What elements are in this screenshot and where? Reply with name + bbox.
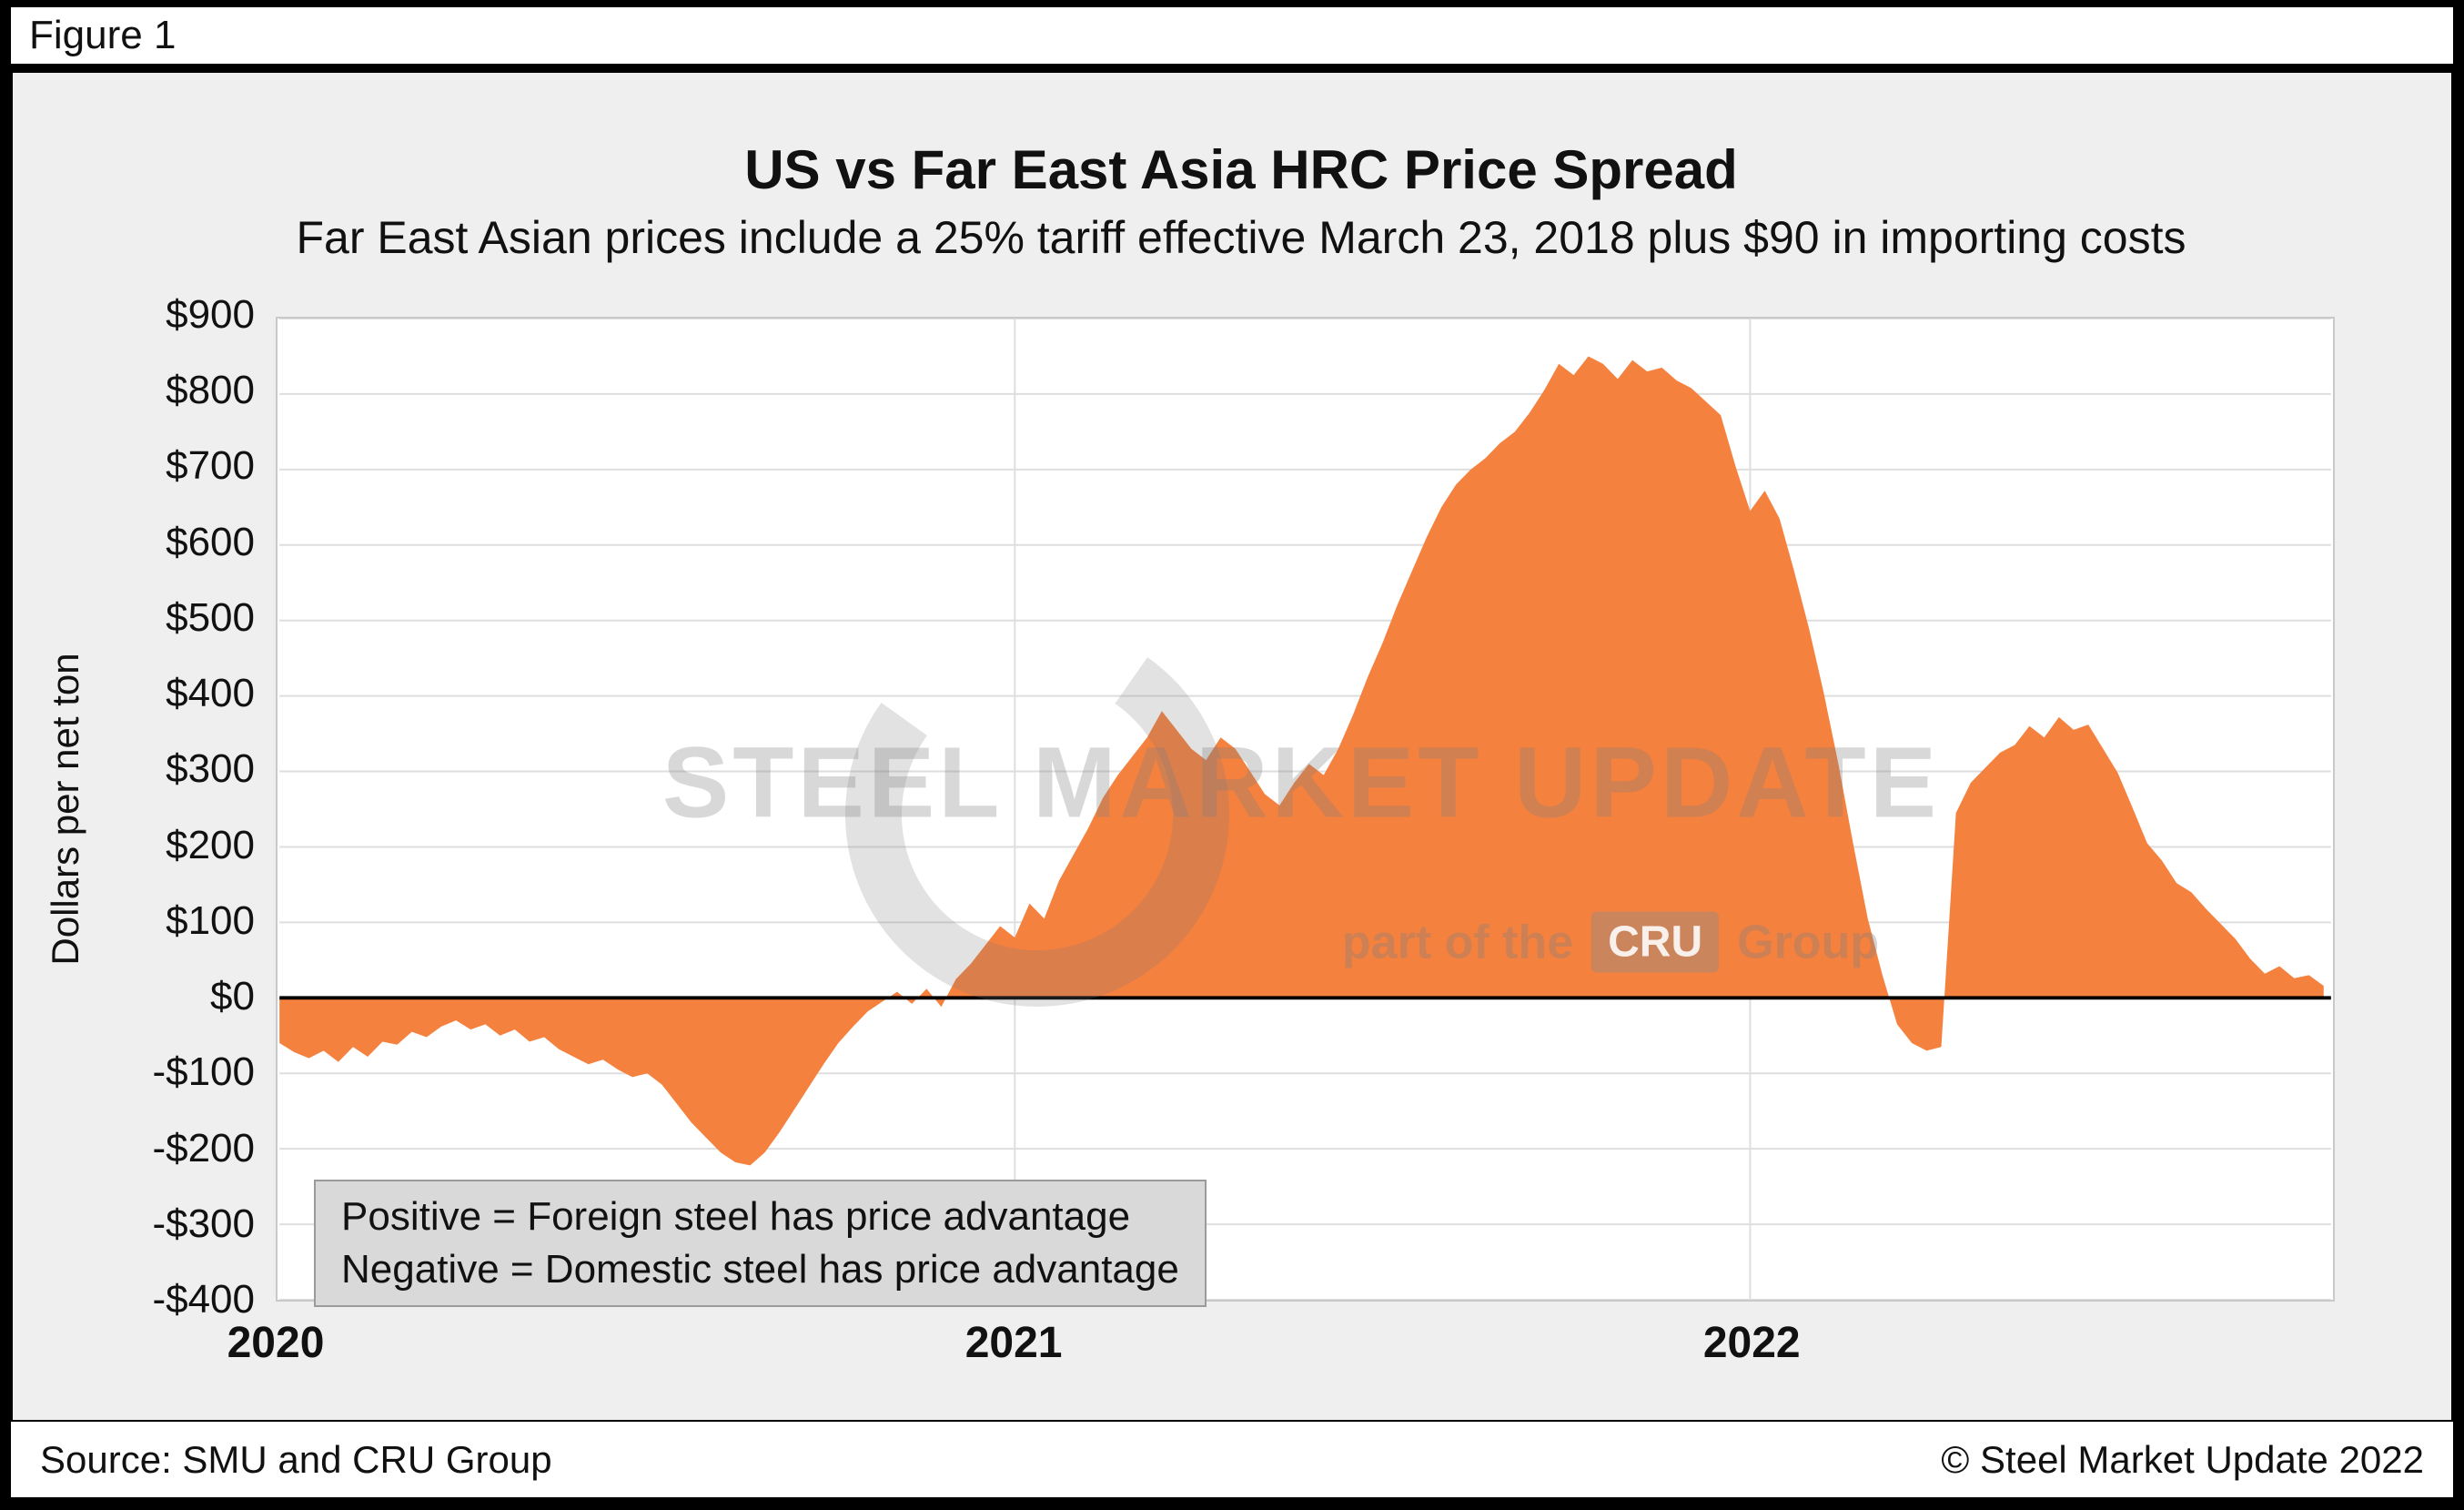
chart-subtitle: Far East Asian prices include a 25% tari… xyxy=(296,212,2186,263)
y-tick-label: $500 xyxy=(166,594,255,640)
y-tick-label: $400 xyxy=(166,671,255,716)
x-tick-label: 2021 xyxy=(964,1319,1063,1367)
source-note: Source: SMU and CRU Group xyxy=(40,1437,552,1481)
y-tick-label: $600 xyxy=(166,519,255,564)
figure-label-bar: Figure 1 xyxy=(11,7,2453,67)
copyright-note: © Steel Market Update 2022 xyxy=(1941,1437,2424,1481)
y-tick-label: $0 xyxy=(210,974,255,1019)
y-tick-label: -$300 xyxy=(152,1201,255,1246)
legend-note-negative: Negative = Domestic steel has price adva… xyxy=(341,1247,1179,1292)
y-tick-label: $100 xyxy=(166,897,255,943)
y-tick-label: $200 xyxy=(166,822,255,867)
y-tick-label: -$400 xyxy=(152,1277,255,1322)
y-tick-label: -$200 xyxy=(152,1125,255,1171)
chart-title: US vs Far East Asia HRC Price Spread xyxy=(744,139,1738,200)
legend-note-positive: Positive = Foreign steel has price advan… xyxy=(341,1194,1131,1239)
x-tick-label: 2020 xyxy=(227,1319,325,1367)
y-tick-label: $800 xyxy=(166,368,255,413)
spread-area-chart xyxy=(276,317,2335,1302)
spread-area xyxy=(279,356,2324,1166)
legend-note-box: Positive = Foreign steel has price advan… xyxy=(314,1180,1207,1307)
figure-label: Figure 1 xyxy=(29,13,177,57)
x-tick-label: 2022 xyxy=(1702,1319,1801,1367)
y-tick-label: $300 xyxy=(166,746,255,792)
footer-bar: Source: SMU and CRU Group © Steel Market… xyxy=(11,1422,2453,1497)
y-tick-label: $700 xyxy=(166,443,255,489)
y-tick-label: $900 xyxy=(166,292,255,337)
y-tick-label: -$100 xyxy=(152,1049,255,1095)
